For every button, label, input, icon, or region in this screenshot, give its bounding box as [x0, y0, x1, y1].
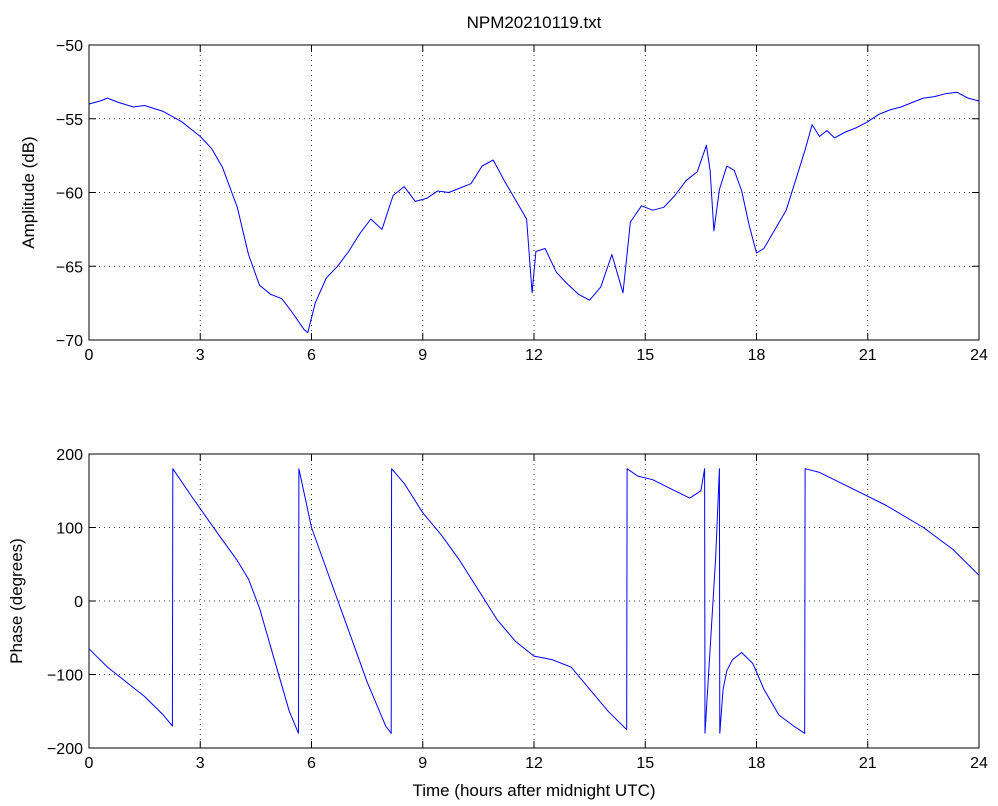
phase-x-tick-label: 9 [418, 755, 427, 772]
amplitude-x-tick-label: 21 [859, 347, 877, 364]
phase-y-tick-label: 0 [74, 594, 83, 611]
phase-series-line [88, 468, 980, 734]
phase-x-tick-labels: 0 3 6 9 12 15 18 21 24 [85, 755, 988, 772]
phase-plot: 0 3 6 9 12 15 18 21 24 −200 −100 0 100 200 Phase (de… [7, 447, 988, 800]
phase-y-tick-label: −200 [47, 741, 83, 758]
amplitude-y-tick-label: −60 [56, 186, 83, 203]
amplitude-series-line [88, 91, 980, 334]
phase-x-tick-label: 24 [970, 755, 988, 772]
phase-x-tick-label: 3 [196, 755, 205, 772]
amplitude-y-tick-label: −55 [56, 112, 83, 129]
phase-x-tick-label: 0 [85, 755, 94, 772]
phase-y-tick-label: 200 [56, 447, 83, 464]
amplitude-y-tick-label: −70 [56, 333, 83, 350]
phase-y-tick-labels: −200 −100 0 100 200 [47, 447, 83, 758]
amplitude-y-tick-label: −65 [56, 259, 83, 276]
phase-x-tick-label: 6 [307, 755, 316, 772]
phase-x-tick-label: 15 [636, 755, 654, 772]
phase-grid [89, 454, 979, 748]
amplitude-plot: NPM20210119.txt 0 3 6 9 12 15 18 21 24 −70 −65 −60… [19, 13, 988, 364]
phase-y-tick-label: 100 [56, 521, 83, 538]
phase-x-tick-label: 21 [859, 755, 877, 772]
chart-title: NPM20210119.txt [467, 13, 602, 32]
amplitude-x-tick-labels: 0 3 6 9 12 15 18 21 24 [85, 347, 988, 364]
phase-ticks [88, 453, 980, 749]
amplitude-y-axis-title: Amplitude (dB) [19, 136, 38, 248]
amplitude-x-tick-label: 9 [418, 347, 427, 364]
amplitude-grid [89, 45, 979, 340]
amplitude-x-tick-label: 12 [525, 347, 543, 364]
amplitude-x-tick-label: 24 [970, 347, 988, 364]
amplitude-y-tick-label: −50 [56, 38, 83, 55]
phase-y-axis-title: Phase (degrees) [7, 538, 26, 664]
phase-y-tick-label: −100 [47, 668, 83, 685]
amplitude-ticks [88, 44, 980, 341]
amplitude-x-tick-label: 18 [748, 347, 766, 364]
amplitude-x-tick-label: 3 [196, 347, 205, 364]
amplitude-x-tick-label: 15 [636, 347, 654, 364]
phase-x-tick-label: 12 [525, 755, 543, 772]
amplitude-x-tick-label: 6 [307, 347, 316, 364]
amplitude-y-tick-labels: −70 −65 −60 −55 −50 [56, 38, 83, 350]
phase-x-axis-title: Time (hours after midnight UTC) [412, 781, 655, 800]
amplitude-x-tick-label: 0 [85, 347, 94, 364]
phase-x-tick-label: 18 [748, 755, 766, 772]
